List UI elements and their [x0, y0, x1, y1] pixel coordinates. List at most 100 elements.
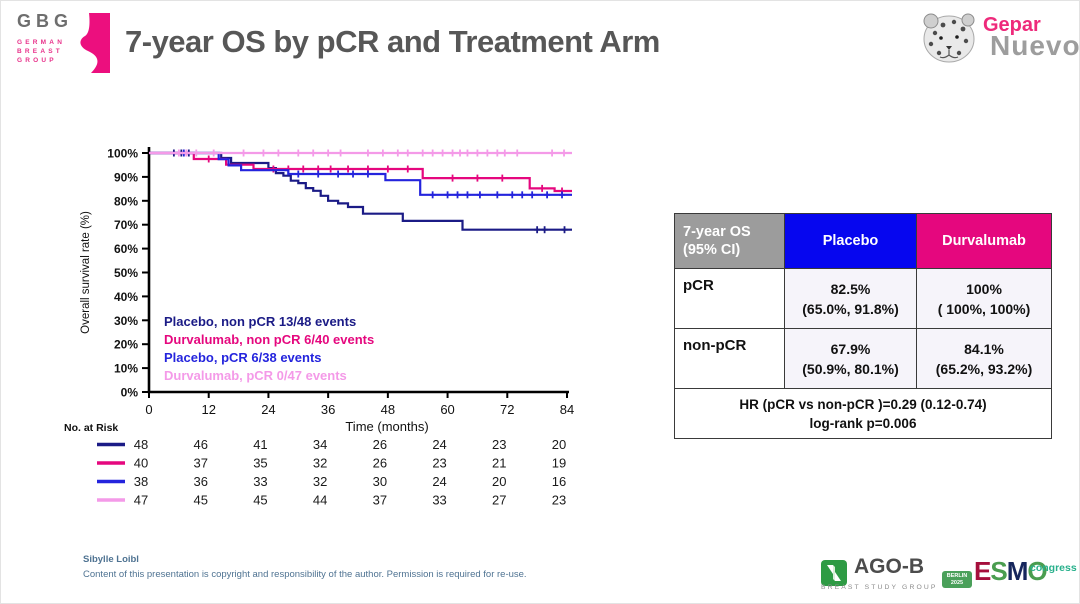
legend-item: Durvalumab, non pCR 6/40 events [164, 332, 374, 347]
legend-item: Placebo, pCR 6/38 events [164, 350, 322, 365]
x-tick-label: 48 [381, 402, 395, 417]
risk-value: 20 [552, 437, 566, 452]
header-line1: 7-year OS [683, 224, 751, 240]
pcr-durvalumab-value: 100% ( 100%, 100%) [916, 268, 1052, 329]
risk-value: 16 [552, 474, 566, 489]
nonpcr-placebo-value: 67.9% (50.9%, 80.1%) [784, 328, 917, 389]
risk-value: 30 [373, 474, 387, 489]
y-tick-label: 0% [121, 386, 139, 400]
os-table-header-placebo: Placebo [784, 213, 917, 269]
risk-table-label: No. at Risk [64, 422, 118, 434]
risk-value: 27 [492, 493, 506, 508]
risk-value: 23 [432, 456, 446, 471]
risk-value: 26 [373, 437, 387, 452]
risk-value: 40 [134, 456, 148, 471]
y-tick-label: 50% [114, 266, 138, 280]
risk-value: 24 [432, 437, 446, 452]
risk-value: 37 [373, 493, 387, 508]
esmo-letter: E [974, 556, 991, 586]
nuevo-wordmark: Nuevo [990, 30, 1080, 61]
leopard-icon [923, 13, 975, 63]
risk-value: 20 [492, 474, 506, 489]
os-table-header-row: 7-year OS (95% CI) Placebo Durvalumab [674, 213, 1052, 269]
y-tick-label: 90% [114, 170, 138, 184]
os-table-footer-row: HR (pCR vs non-pCR )=0.29 (0.12-0.74) lo… [674, 388, 1052, 439]
y-tick-label: 100% [107, 147, 138, 161]
legend-item: Durvalumab, pCR 0/47 events [164, 368, 347, 383]
x-tick-label: 60 [440, 402, 454, 417]
risk-value: 41 [253, 437, 267, 452]
risk-value: 35 [253, 456, 267, 471]
agob-icon [821, 560, 847, 586]
x-tick-label: 24 [261, 402, 275, 417]
gbg-acronym: GBG [17, 11, 74, 31]
os-table-row-nonpcr: non-pCR 67.9% (50.9%, 80.1%) 84.1% (65.2… [674, 328, 1052, 389]
gepar-wordmark: Gepar [983, 14, 1041, 36]
gbg-logo: GBG GERMAN BREAST GROUP [17, 11, 127, 77]
y-axis-title: Overall survival rate (%) [80, 211, 92, 334]
risk-value: 48 [134, 437, 148, 452]
esmo-berlin-badge: BERLIN 2025 [942, 571, 972, 588]
x-tick-label: 36 [321, 402, 335, 417]
ci: ( 100%, 100%) [937, 300, 1031, 317]
gbg-subtitle: GERMAN BREAST GROUP [17, 38, 127, 65]
geparnuevo-logo: Gepar Nuevo [919, 5, 1079, 71]
badge-city: BERLIN [946, 573, 968, 579]
risk-value: 24 [432, 474, 446, 489]
os-table-header-label: 7-year OS (95% CI) [674, 213, 785, 269]
gbg-line-breast: BREAST [17, 48, 63, 55]
y-tick-label: 20% [114, 338, 138, 352]
risk-value: 44 [313, 493, 327, 508]
value: 100% [966, 280, 1002, 297]
row-label-pcr: pCR [674, 268, 785, 329]
esmo-letter: O [1027, 556, 1047, 586]
y-tick-label: 40% [114, 290, 138, 304]
risk-value: 19 [552, 456, 566, 471]
risk-value: 38 [134, 474, 148, 489]
agob-wordmark: AGO-B [854, 555, 924, 578]
x-axis-title: Time (months) [345, 419, 428, 434]
os-results-table: 7-year OS (95% CI) Placebo Durvalumab pC… [674, 213, 1052, 439]
os-table-header-durvalumab: Durvalumab [916, 213, 1052, 269]
risk-value: 37 [193, 456, 207, 471]
value: 82.5% [830, 280, 871, 297]
value: 67.9% [830, 340, 871, 357]
risk-value: 47 [134, 493, 148, 508]
risk-value: 21 [492, 456, 506, 471]
ci: (50.9%, 80.1%) [802, 360, 899, 377]
risk-value: 36 [193, 474, 207, 489]
x-tick-label: 12 [201, 402, 215, 417]
esmo-congress-label: congress [1030, 562, 1077, 574]
x-tick-label: 84 [560, 402, 574, 417]
esmo-letter: M [1006, 556, 1029, 586]
survival-curve-1 [149, 151, 572, 193]
author-credit: Sibylle Loibl Content of this presentati… [83, 552, 527, 582]
gbg-breast-shape-icon [80, 13, 110, 73]
legend-item: Placebo, non pCR 13/48 events [164, 314, 356, 329]
esmo-wordmark: ESMO [974, 556, 1048, 587]
esmo-letter: S [990, 556, 1007, 586]
pcr-placebo-value: 82.5% (65.0%, 91.8%) [784, 268, 917, 329]
ci: (65.2%, 93.2%) [935, 360, 1033, 377]
risk-value: 45 [253, 493, 267, 508]
nonpcr-durvalumab-value: 84.1% (65.2%, 93.2%) [916, 328, 1052, 389]
ci: (65.0%, 91.8%) [802, 300, 899, 317]
survival-curve-0 [149, 151, 572, 231]
gbg-line-group: GROUP [17, 57, 57, 64]
y-tick-label: 60% [114, 242, 138, 256]
x-tick-label: 0 [145, 402, 152, 417]
os-table-row-pcr: pCR 82.5% (65.0%, 91.8%) 100% ( 100%, 10… [674, 268, 1052, 329]
risk-value: 33 [253, 474, 267, 489]
badge-year: 2025 [950, 580, 964, 586]
logrank-line: log-rank p=0.006 [809, 415, 917, 431]
hr-statistics: HR (pCR vs non-pCR )=0.29 (0.12-0.74) lo… [674, 388, 1052, 439]
risk-value: 26 [373, 456, 387, 471]
risk-value: 23 [492, 437, 506, 452]
hr-line: HR (pCR vs non-pCR )=0.29 (0.12-0.74) [739, 396, 987, 412]
y-tick-label: 80% [114, 194, 138, 208]
value: 84.1% [964, 340, 1004, 357]
x-tick-label: 72 [500, 402, 514, 417]
agob-subtitle: BREAST STUDY GROUP [821, 584, 938, 591]
esmo-congress-logo: BERLIN 2025 ESMO congress [942, 556, 1079, 599]
